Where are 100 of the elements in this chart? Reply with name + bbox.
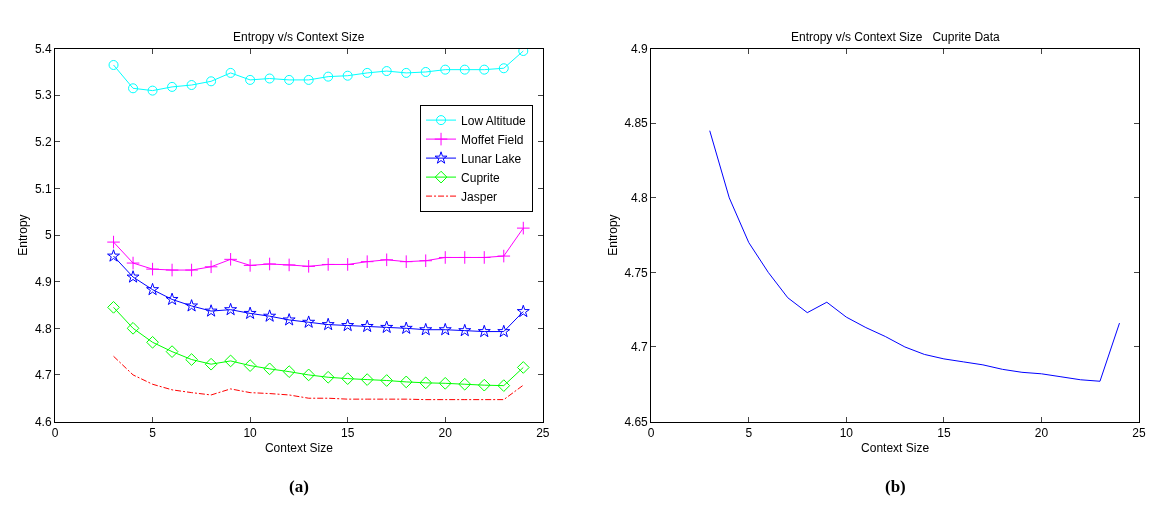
chart-title: Entropy v/s Context Size	[233, 30, 365, 44]
legend-label: Lunar Lake	[461, 151, 522, 166]
point	[418, 253, 433, 268]
point	[243, 306, 257, 319]
point	[420, 66, 431, 77]
point	[342, 70, 353, 81]
x-tick-label: 25	[536, 425, 550, 440]
point	[399, 254, 414, 269]
x-tick-label: 5	[149, 425, 157, 440]
point	[282, 365, 296, 378]
point	[457, 250, 472, 265]
point	[128, 83, 139, 94]
point	[204, 357, 218, 371]
point	[458, 377, 472, 391]
point	[458, 323, 472, 337]
x-tick-label: 20	[1034, 425, 1049, 440]
point	[245, 74, 256, 85]
point	[282, 313, 296, 326]
point	[479, 64, 490, 75]
point	[360, 319, 374, 333]
point	[107, 249, 121, 262]
point	[263, 309, 277, 322]
point	[184, 263, 199, 277]
x-axis-title: Context Size	[861, 440, 930, 455]
point	[477, 250, 492, 265]
point	[262, 257, 277, 271]
point	[496, 249, 511, 263]
point	[147, 85, 158, 96]
point	[167, 81, 178, 92]
point	[360, 254, 374, 269]
point	[362, 67, 373, 78]
point	[438, 250, 453, 265]
point	[518, 48, 529, 57]
point	[340, 257, 355, 272]
point	[341, 318, 355, 332]
point	[497, 379, 511, 392]
x-tick-label: 20	[438, 425, 453, 440]
y-tick-label: 4.75	[624, 265, 649, 280]
point	[264, 73, 275, 84]
point	[107, 300, 120, 314]
point	[243, 258, 257, 273]
point	[126, 270, 140, 283]
x-tick-label: 10	[243, 425, 258, 440]
y-tick-label: 5.3	[34, 88, 52, 103]
legend-label: Low Altitude	[461, 113, 527, 128]
x-axis-title: Context Size	[264, 440, 334, 455]
point	[516, 221, 531, 235]
point	[145, 262, 160, 276]
x-tick-label: 0	[647, 425, 655, 440]
y-tick-label: 4.8	[34, 321, 52, 336]
point	[302, 315, 316, 328]
point	[165, 345, 179, 358]
point	[301, 259, 316, 274]
point	[438, 322, 452, 336]
point	[477, 324, 491, 338]
x-tick-label: 5	[745, 425, 753, 440]
point	[186, 80, 197, 91]
x-tick-label: 10	[839, 425, 854, 440]
point	[497, 324, 511, 338]
point	[401, 67, 412, 78]
point	[284, 74, 295, 85]
point	[380, 320, 394, 333]
point	[165, 292, 179, 306]
point	[399, 375, 413, 389]
y-tick-label: 4.7	[34, 368, 52, 383]
y-tick-label: 4.9	[34, 274, 52, 289]
y-tick-label: 4.7	[631, 340, 649, 355]
point	[204, 304, 218, 317]
point	[206, 76, 217, 87]
point	[165, 263, 179, 277]
legend-label: Jasper	[461, 189, 498, 204]
point	[126, 256, 140, 270]
x-tick-label: 15	[341, 425, 355, 440]
point	[516, 304, 530, 318]
point	[146, 282, 160, 296]
y-tick-label: 5	[44, 228, 52, 243]
point	[380, 374, 394, 387]
line-series	[113, 355, 524, 401]
y-tick-label: 4.9	[631, 41, 649, 56]
point	[185, 299, 199, 312]
x-tick-label: 15	[937, 425, 951, 440]
y-tick-label: 4.65	[624, 414, 649, 429]
text: (b)	[885, 477, 906, 496]
point	[360, 373, 374, 386]
point	[302, 368, 316, 382]
point	[223, 252, 238, 267]
point	[126, 321, 140, 335]
y-axis-title: Entropy	[16, 214, 31, 256]
y-tick-label: 4.6	[34, 414, 52, 429]
point	[224, 302, 238, 316]
point	[263, 362, 276, 376]
point	[282, 258, 296, 272]
point	[321, 317, 335, 331]
y-tick-label: 4.85	[624, 116, 649, 131]
point	[321, 370, 335, 384]
legend-label: Cuprite	[461, 170, 501, 185]
point	[379, 253, 394, 267]
chart-title: Entropy v/s Context Size Cuprite Data	[791, 30, 1001, 44]
y-tick-label: 4.8	[631, 191, 649, 206]
point	[419, 322, 433, 336]
